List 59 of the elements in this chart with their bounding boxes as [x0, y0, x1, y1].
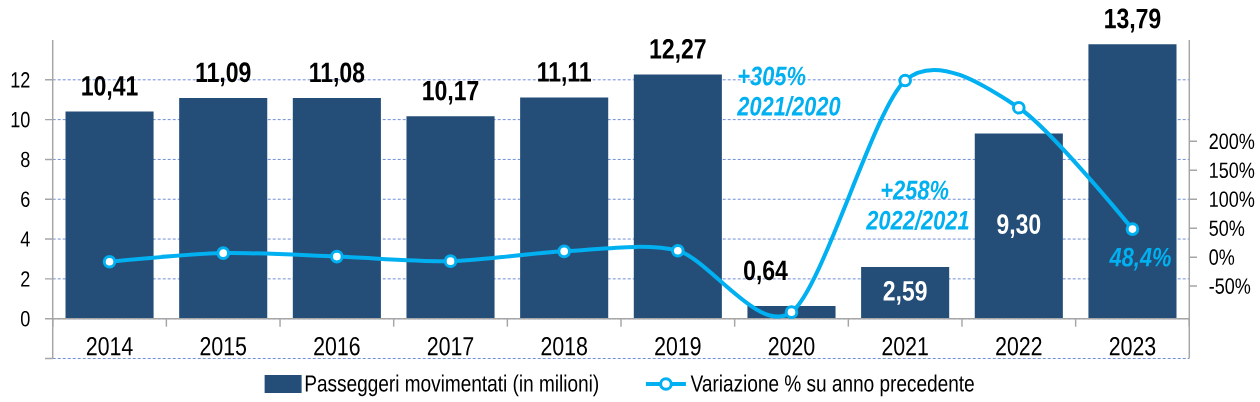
data-label: 0,64: [744, 260, 788, 285]
y2-tick-label: 150%: [1210, 162, 1255, 179]
y-tick-label: 2: [21, 271, 30, 287]
y2-tick-label: -50%: [1209, 278, 1251, 294]
y-tick-label: 4: [20, 231, 30, 247]
data-label: 11,08: [310, 62, 365, 87]
y-tick-label: 0: [20, 310, 30, 327]
bar: [65, 111, 154, 319]
x-tick-label: 2016: [314, 336, 360, 356]
annotation: 2021/2020: [736, 96, 841, 116]
y2-tick-label: 0%: [1209, 249, 1235, 265]
point: [216, 246, 231, 260]
bar: [292, 98, 381, 319]
bar: [179, 97, 268, 319]
data-label: 11,11: [538, 62, 591, 86]
x-tick-label: 2020: [768, 336, 815, 356]
y-tick-label: 8: [21, 151, 30, 168]
x-tick-label: 2021: [882, 336, 928, 356]
x-tick-label: 2015: [200, 336, 247, 356]
bar: [974, 133, 1063, 319]
bar: [520, 97, 609, 319]
point: [898, 73, 912, 88]
legend-label: Variazione % su anno precedente: [690, 374, 974, 397]
point: [443, 254, 458, 269]
y-tick-label: 10: [11, 111, 30, 128]
bar: [861, 267, 950, 319]
y-tick-label: 12: [11, 72, 30, 88]
annotation: +305%: [738, 66, 806, 86]
bar: [633, 74, 722, 319]
data-label: 2,59: [883, 280, 927, 305]
data-label: 10,41: [82, 75, 138, 100]
x-tick-label: 2023: [1109, 336, 1156, 356]
x-tick-label: 2018: [541, 336, 587, 356]
point: [102, 254, 117, 269]
data-label: 9,30: [997, 214, 1041, 239]
annotation: +258%: [881, 180, 949, 200]
bar: [1088, 44, 1177, 319]
y2-tick-label: 100%: [1210, 191, 1255, 208]
data-label: 13,79: [1105, 8, 1161, 33]
y2-tick-label: 50%: [1209, 220, 1245, 236]
y2-tick-label: 200%: [1209, 133, 1255, 150]
point: [330, 249, 344, 264]
x-tick-label: 2019: [655, 336, 701, 356]
x-tick-label: 2017: [427, 336, 474, 356]
point: [784, 305, 799, 319]
annotation: 2022/2021: [865, 210, 969, 230]
data-label: 12,27: [650, 38, 706, 63]
data-label: 11,09: [196, 62, 251, 87]
legend-label: Passeggeri movimentati (in milioni): [305, 374, 599, 397]
x-tick-label: 2022: [996, 336, 1042, 356]
x-tick-label: 2014: [86, 336, 133, 356]
point: [1011, 100, 1026, 115]
bar: [406, 116, 495, 319]
point: [557, 244, 572, 259]
point: [1125, 222, 1140, 236]
point: [671, 243, 685, 258]
y-tick-label: 6: [21, 191, 30, 208]
data-label: 48,4%: [1109, 247, 1171, 271]
data-label: 10,17: [423, 80, 479, 105]
